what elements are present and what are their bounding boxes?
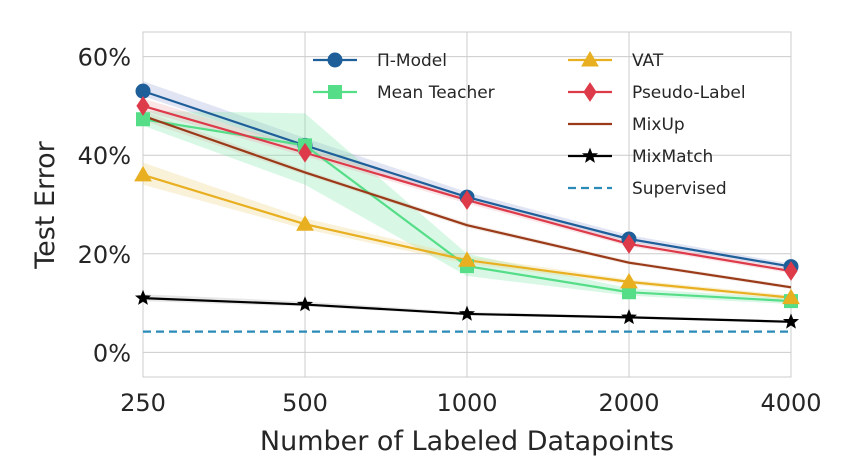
y-tick-labels: 0% 20% 40% 60% [78,44,131,368]
legend-label: VAT [632,51,664,71]
vat-point [134,165,152,182]
legend-label: Π-Model [377,51,447,71]
legend-item-mixmatch: MixMatch [568,147,713,167]
mixmatch-point [782,313,800,329]
legend-marker [328,85,342,99]
x-tick-label: 1000 [436,389,497,417]
legend: Π-Model Mean Teacher VAT Pseudo-Label MixUp M… [313,50,746,199]
vat-point [782,288,800,305]
x-tick-label: 250 [120,389,166,417]
x-tick-label: 4000 [760,389,821,417]
y-tick-label: 20% [78,241,131,269]
y-tick-label: 0% [93,339,131,367]
x-tick-labels: 250 500 1000 2000 4000 [120,389,821,417]
legend-label: MixUp [632,115,685,135]
x-axis-title: Number of Labeled Datapoints [260,426,674,457]
legend-label: Pseudo-Label [632,83,746,103]
mixmatch-point [134,289,152,305]
legend-marker [581,50,599,67]
mixmatch-point [620,309,638,325]
legend-marker [583,82,597,102]
pseudo-label-point [622,234,636,254]
legend-item-mixup: MixUp [568,115,685,135]
vat-point [296,215,314,231]
pseudo-label-point [460,190,474,210]
legend-item-model: Π-Model [313,51,447,71]
legend-item-pseudo-label: Pseudo-Label [568,82,746,103]
legend-item-vat: VAT [568,50,664,71]
pseudo-label-point [136,96,150,116]
pseudo-label-point [298,142,312,163]
mixup-line [142,114,792,289]
legend-marker [327,52,343,68]
mixmatch-point [458,305,476,321]
pseudo-label-point [784,261,798,281]
y-tick-label: 40% [78,142,131,170]
vat-point [620,272,638,289]
y-tick-label: 60% [78,44,131,72]
legend-label: Mean Teacher [377,83,495,103]
x-tick-label: 2000 [598,389,659,417]
legend-label: Supervised [632,179,727,199]
legend-item-mean-teacher: Mean Teacher [313,83,495,103]
x-tick-label: 500 [282,389,328,417]
mixmatch-point [296,296,314,312]
legend-marker [581,147,599,163]
y-axis-title: Test Error [30,140,61,269]
legend-item-supervised: Supervised [568,179,727,199]
vat-point [458,251,476,267]
legend-label: MixMatch [632,147,713,167]
series-markers [134,83,800,329]
